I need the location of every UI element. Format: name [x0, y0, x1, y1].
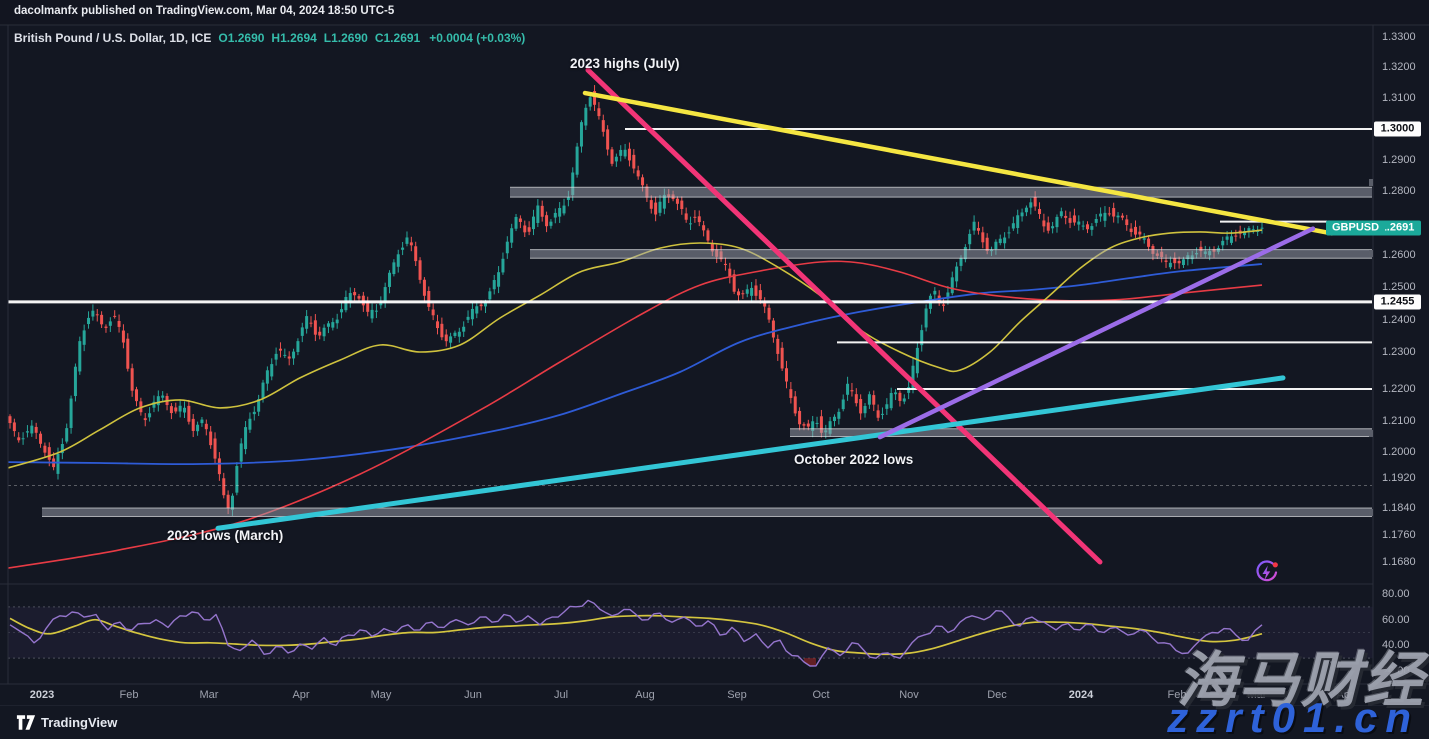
x-axis-tick: Jun	[464, 689, 482, 701]
cyan-support	[215, 375, 1286, 531]
ma-yellow	[8, 229, 1263, 469]
ohlc-close: C1.2691	[374, 31, 421, 45]
pink-downtrend	[585, 67, 1103, 565]
tradingview-logo-text: TradingView	[41, 715, 118, 730]
y-axis-tick: 1.2500	[1382, 281, 1416, 293]
sr-zone	[42, 508, 1372, 517]
level-price-label: 1.3000	[1374, 121, 1421, 137]
tradingview-logo[interactable]: TradingView	[16, 714, 117, 731]
x-axis-tick: Apr	[292, 689, 310, 701]
symbol-title[interactable]: British Pound / U.S. Dollar, 1D, ICE	[14, 31, 212, 45]
annotation-2023-lows[interactable]: 2023 lows (March)	[167, 528, 284, 543]
tradingview-logo-icon	[16, 715, 36, 730]
x-axis-tick: Dec	[987, 689, 1007, 701]
watermark-cn: 海马财经	[1177, 647, 1425, 714]
y-axis-tick: 1.2000	[1382, 446, 1416, 458]
price-change: +0.0004 (+0.03%)	[429, 31, 526, 45]
symbol-legend[interactable]: British Pound / U.S. Dollar, 1D, ICE O1.2…	[14, 31, 525, 45]
ohlc-low: L1.2690	[323, 31, 368, 45]
sr-zone	[790, 428, 1372, 437]
ohlc-open: O1.2690	[218, 31, 265, 45]
x-axis-tick: 2023	[29, 689, 55, 701]
x-axis-tick: Mar	[199, 689, 219, 701]
rsi-pane[interactable]	[8, 599, 1373, 667]
ideas-stream-icon[interactable]	[1253, 559, 1280, 586]
x-axis-tick: Sep	[727, 689, 747, 701]
y-axis-tick: 1.2600	[1382, 249, 1416, 261]
x-axis-tick: Nov	[899, 689, 919, 701]
annotation-2023-highs[interactable]: 2023 highs (July)	[570, 56, 680, 71]
rsi-axis-tick: 80.00	[1382, 588, 1410, 600]
sr-zone	[510, 187, 1372, 198]
y-axis-tick: 1.3100	[1382, 92, 1416, 104]
rsi-ma-line	[9, 614, 1263, 656]
rsi-oversold-fill	[804, 658, 816, 666]
rsi-axis-tick: 20.00	[1382, 664, 1410, 677]
y-axis-tick: 1.1920	[1382, 472, 1416, 484]
y-axis-tick: 1.2100	[1382, 415, 1416, 427]
sr-zone	[530, 249, 1372, 259]
y-axis-tick: 1.1760	[1382, 529, 1416, 541]
notification-dot	[1272, 562, 1278, 568]
zone-axis-mark	[1369, 430, 1373, 437]
y-axis-tick: 1.3300	[1382, 31, 1416, 43]
y-axis-tick: 1.2900	[1382, 154, 1416, 166]
rsi-line	[9, 599, 1263, 667]
ohlc-high: H1.2694	[271, 31, 317, 45]
rsi-axis-tick: 40.00	[1382, 639, 1410, 652]
zone-axis-mark	[1369, 250, 1373, 257]
y-axis-tick: 1.2400	[1382, 314, 1416, 326]
y-axis-tick: 1.2200	[1382, 383, 1416, 395]
last-price-label: 1.2691	[1374, 220, 1421, 236]
x-axis-tick: Mar	[1247, 689, 1267, 701]
rsi-axis-tick: 60.00	[1382, 613, 1410, 626]
y-axis-tick: 1.2300	[1382, 346, 1416, 358]
yellow-resistance	[582, 90, 1335, 236]
footer-bar: TradingView	[0, 706, 1429, 739]
purple-uptrend	[877, 226, 1316, 440]
x-axis-tick: Oct	[812, 689, 830, 701]
x-axis-tick: Aug	[635, 689, 655, 701]
watermark-url: zzrt01.cn	[1167, 694, 1419, 739]
x-axis-tick: 2024	[1068, 689, 1094, 701]
price-pane[interactable]	[8, 67, 1372, 569]
y-axis-tick: 1.1840	[1382, 502, 1416, 514]
publish-info: dacolmanfx published on TradingView.com,…	[14, 5, 395, 17]
zone-axis-mark	[1369, 509, 1373, 516]
x-axis-tick: Jul	[553, 689, 569, 701]
x-axis-tick: May	[370, 689, 392, 701]
y-axis-tick: 1.1680	[1382, 556, 1416, 568]
y-axis-tick: 1.2800	[1382, 185, 1416, 197]
level-price-label: 1.2455	[1374, 294, 1421, 310]
y-axis-tick: 1.3200	[1382, 61, 1416, 73]
annotation-october-2022-lows[interactable]: October 2022 lows	[794, 452, 914, 467]
x-axis-tick: Apr	[1336, 689, 1354, 701]
symbol-tag: GBPUSD	[1326, 220, 1386, 236]
ma-blue	[8, 263, 1263, 466]
zone-axis-mark	[1369, 179, 1373, 186]
x-axis-tick: Feb	[1167, 689, 1187, 701]
x-axis-tick: Feb	[119, 689, 139, 701]
